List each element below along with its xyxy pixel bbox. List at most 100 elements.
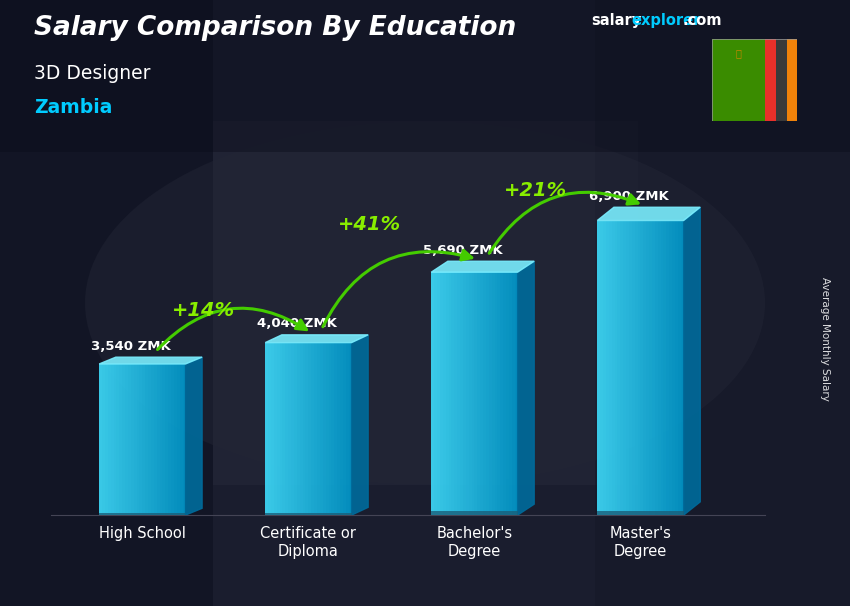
Bar [501,272,503,515]
Bar [151,364,154,515]
Bar [0,0,850,152]
Bar [626,221,629,515]
Bar [600,221,603,515]
Bar [162,364,166,515]
Bar [274,342,277,515]
Bar [497,272,501,515]
Bar [326,342,328,515]
Bar [681,221,683,515]
Bar [177,364,179,515]
Bar [480,272,483,515]
Ellipse shape [85,121,765,485]
Bar [506,272,509,515]
Bar [128,364,131,515]
Bar [168,364,171,515]
Bar [654,221,658,515]
Bar [606,221,609,515]
Bar [265,513,352,515]
Bar [99,513,185,515]
Bar [305,342,309,515]
Bar [105,364,108,515]
Bar [328,342,332,515]
Bar [457,272,460,515]
Bar [300,342,303,515]
Bar [515,272,518,515]
Bar [449,272,451,515]
Bar [212,121,638,485]
Bar [309,342,311,515]
Bar [468,272,472,515]
Bar [472,272,474,515]
Bar [620,221,623,515]
Bar [491,272,495,515]
Bar [119,364,122,515]
Bar [183,364,185,515]
Text: +21%: +21% [504,181,568,200]
Bar [294,342,297,515]
Text: 3D Designer: 3D Designer [34,64,150,82]
Bar [314,342,317,515]
Bar [509,272,512,515]
Bar [317,342,320,515]
Text: explorer: explorer [632,13,701,28]
Bar [678,221,681,515]
Bar [343,342,346,515]
Text: Salary Comparison By Education: Salary Comparison By Education [34,15,516,41]
Polygon shape [598,207,700,221]
Bar [142,364,145,515]
Polygon shape [431,261,534,272]
Bar [643,221,646,515]
Bar [443,272,445,515]
Bar [277,342,280,515]
Bar [463,272,466,515]
Bar [652,221,654,515]
Bar [0,0,212,606]
Bar [615,221,617,515]
Bar [156,364,160,515]
Bar [489,272,491,515]
Bar [640,221,643,515]
Bar [445,272,449,515]
Bar [598,511,683,515]
Bar [271,342,274,515]
Bar [609,221,612,515]
Text: 6,900 ZMK: 6,900 ZMK [589,190,669,203]
Bar [280,342,282,515]
Bar [110,364,114,515]
Bar [649,221,652,515]
Text: 3,540 ZMK: 3,540 ZMK [91,339,171,353]
Bar [440,272,443,515]
Bar [174,364,177,515]
Bar [323,342,326,515]
Bar [666,221,669,515]
Bar [160,364,162,515]
Bar [337,342,340,515]
Bar [116,364,119,515]
Bar [675,221,678,515]
Bar [460,272,463,515]
Bar [474,272,478,515]
Bar [166,364,168,515]
Text: Zambia: Zambia [34,98,112,117]
Bar [598,221,600,515]
Polygon shape [99,357,202,364]
Bar [658,221,660,515]
Bar [332,342,334,515]
Bar [776,39,786,121]
Text: +41%: +41% [338,215,401,235]
Bar [632,221,635,515]
Polygon shape [352,335,368,515]
Bar [320,342,323,515]
Polygon shape [265,335,368,342]
Bar [603,221,606,515]
Bar [786,39,797,121]
Bar [145,364,148,515]
Bar [122,364,125,515]
Bar [664,221,666,515]
Bar [288,342,291,515]
Bar [108,364,110,515]
Bar [297,342,300,515]
Bar [291,342,294,515]
Bar [282,342,286,515]
Bar [125,364,128,515]
